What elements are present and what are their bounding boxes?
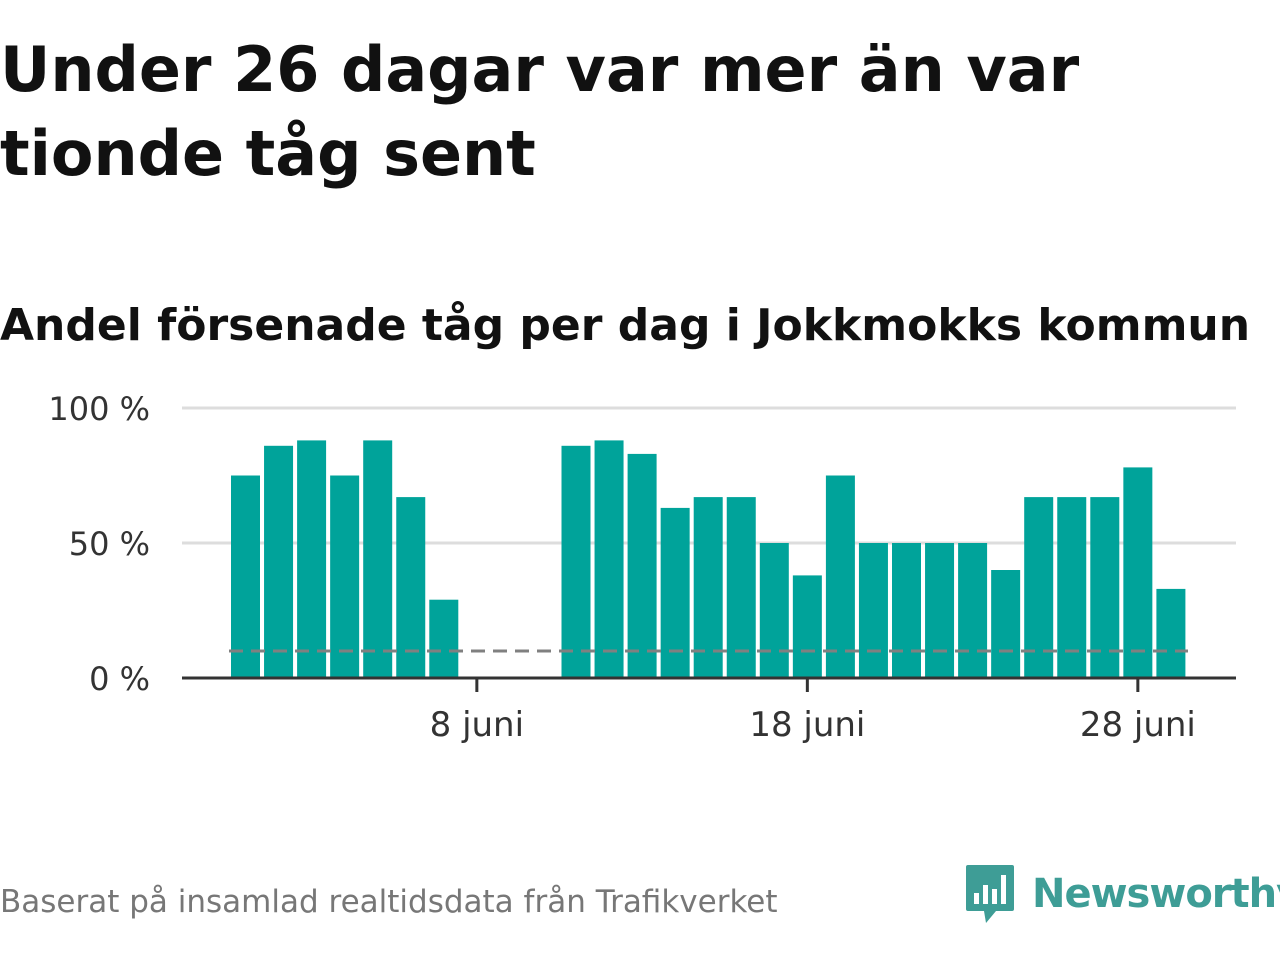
bar [958, 543, 988, 678]
bar [1090, 497, 1120, 678]
brand-name: Newsworthy [1032, 871, 1280, 917]
bar [330, 475, 360, 678]
bar [561, 445, 591, 678]
x-tick-label: 18 juni [749, 705, 865, 745]
newsworthy-logo-icon [966, 865, 1014, 923]
bar [991, 570, 1021, 678]
y-tick-label: 50 % [69, 525, 150, 563]
bar [1057, 497, 1087, 678]
source-note: Baserat på insamlad realtidsdata från Tr… [0, 884, 778, 920]
axes: 0 % 50 % 100 % 8 juni 18 juni 28 juni [48, 390, 1236, 745]
bar [1156, 588, 1186, 678]
bar [594, 440, 624, 678]
bar [297, 440, 327, 678]
chart-title: Under 26 dagar var mer än var tionde tåg… [0, 33, 1080, 190]
bar [1123, 467, 1153, 678]
bar [363, 440, 393, 678]
bar [892, 543, 921, 678]
y-tick-label: 0 % [89, 660, 150, 698]
bar [858, 543, 888, 678]
bar [429, 599, 459, 678]
bar [1024, 497, 1054, 678]
bar-chart: 0 % 50 % 100 % 8 juni 18 juni 28 juni [48, 390, 1236, 745]
brand-logo[interactable]: Newsworthy [964, 862, 1280, 926]
bar [792, 575, 822, 678]
bar [627, 453, 657, 678]
bars [231, 440, 1186, 678]
bar [264, 445, 294, 678]
bar [693, 497, 723, 678]
bar [759, 543, 789, 678]
chart-subtitle: Andel försenade tåg per dag i Jokkmokks … [0, 300, 1251, 351]
y-tick-label: 100 % [48, 390, 150, 428]
bar [825, 475, 855, 678]
bar [925, 543, 955, 678]
bar [726, 497, 756, 678]
x-tick-label: 8 juni [430, 705, 524, 745]
bar [231, 475, 260, 678]
bar [396, 497, 426, 678]
x-tick-label: 28 juni [1080, 705, 1196, 745]
